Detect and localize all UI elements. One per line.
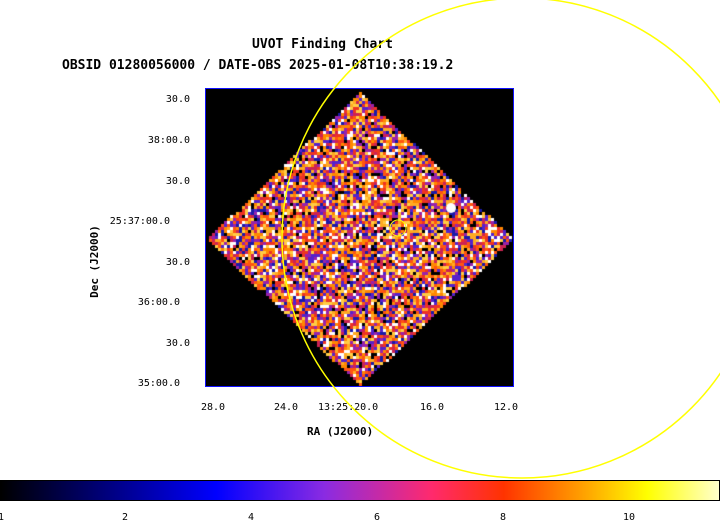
colorbar — [0, 480, 720, 501]
y-tick-label: 35:00.0 — [137, 378, 180, 389]
x-tick-label: 24.0 — [274, 402, 299, 413]
chart-subtitle: OBSID 01280056000 / DATE-OBS 2025-01-08T… — [62, 58, 454, 73]
target-marker-circle — [389, 219, 407, 237]
colorbar-tick: 2 — [121, 512, 129, 523]
colorbar-tick: 1 — [0, 512, 5, 523]
x-tick-label: 28.0 — [201, 402, 226, 413]
source-region-circle — [281, 0, 720, 479]
y-tick-label: 30.0 — [165, 176, 190, 187]
colorbar-tick: 10 — [622, 512, 636, 523]
y-tick-label: 36:00.0 — [137, 297, 180, 308]
colorbar-tick: 8 — [499, 512, 507, 523]
uvot-image — [206, 89, 513, 386]
x-axis-label: RA (J2000) — [307, 425, 374, 438]
x-tick-label: 13:25:20.0 — [318, 402, 379, 413]
y-tick-label: 38:00.0 — [147, 135, 190, 146]
chart-title: UVOT Finding Chart — [252, 37, 393, 52]
image-frame — [205, 88, 514, 387]
x-tick-label: 12.0 — [494, 402, 519, 413]
y-tick-label: 30.0 — [165, 94, 190, 105]
colorbar-tick: 6 — [373, 512, 381, 523]
y-tick-label: 30.0 — [165, 257, 190, 268]
x-tick-label: 16.0 — [420, 402, 445, 413]
y-tick-label: 30.0 — [165, 338, 190, 349]
y-tick-label: 25:37:00.0 — [109, 216, 170, 227]
colorbar-tick: 4 — [247, 512, 255, 523]
